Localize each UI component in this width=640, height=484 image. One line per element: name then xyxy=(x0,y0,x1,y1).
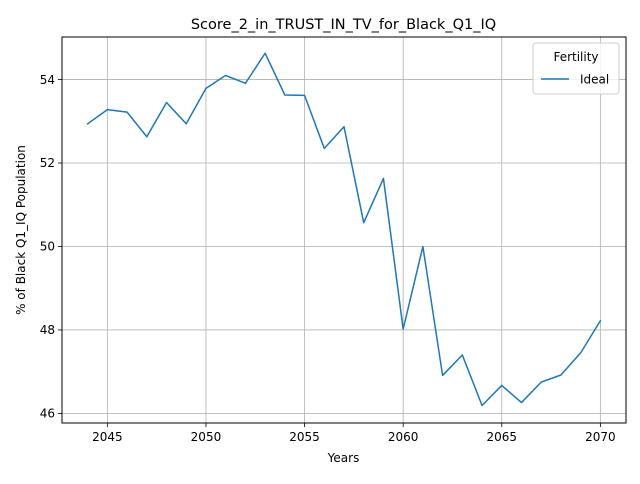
y-tick-label: 54 xyxy=(40,73,55,87)
x-tick-label: 2055 xyxy=(289,430,320,444)
x-axis-label: Years xyxy=(327,451,360,465)
series-layer xyxy=(86,52,602,407)
legend-box xyxy=(532,42,620,95)
y-tick-label: 46 xyxy=(40,407,55,421)
chart-title: Score_2_in_TRUST_IN_TV_for_Black_Q1_IQ xyxy=(191,17,496,33)
legend-entry-label: Ideal xyxy=(580,73,609,87)
x-tick-label: 2070 xyxy=(585,430,616,444)
y-axis-ticks: 46 48 50 52 54 xyxy=(40,73,62,421)
x-tick-label: 2050 xyxy=(191,430,222,444)
series-line-ideal xyxy=(86,52,602,407)
x-tick-label: 2045 xyxy=(92,430,123,444)
y-tick-label: 52 xyxy=(40,156,55,170)
legend-title: Fertility xyxy=(553,50,598,64)
plot-frame xyxy=(61,36,627,424)
x-tick-label: 2065 xyxy=(486,430,517,444)
y-tick-label: 50 xyxy=(40,240,55,254)
y-axis-label: % of Black Q1_IQ Population xyxy=(14,145,28,315)
grid-lines xyxy=(62,37,626,423)
y-tick-label: 48 xyxy=(40,323,55,337)
legend: Fertility Ideal xyxy=(532,42,620,95)
x-tick-label: 2060 xyxy=(388,430,419,444)
x-axis-ticks: 2045 2050 2055 2060 2065 2070 xyxy=(92,423,616,444)
